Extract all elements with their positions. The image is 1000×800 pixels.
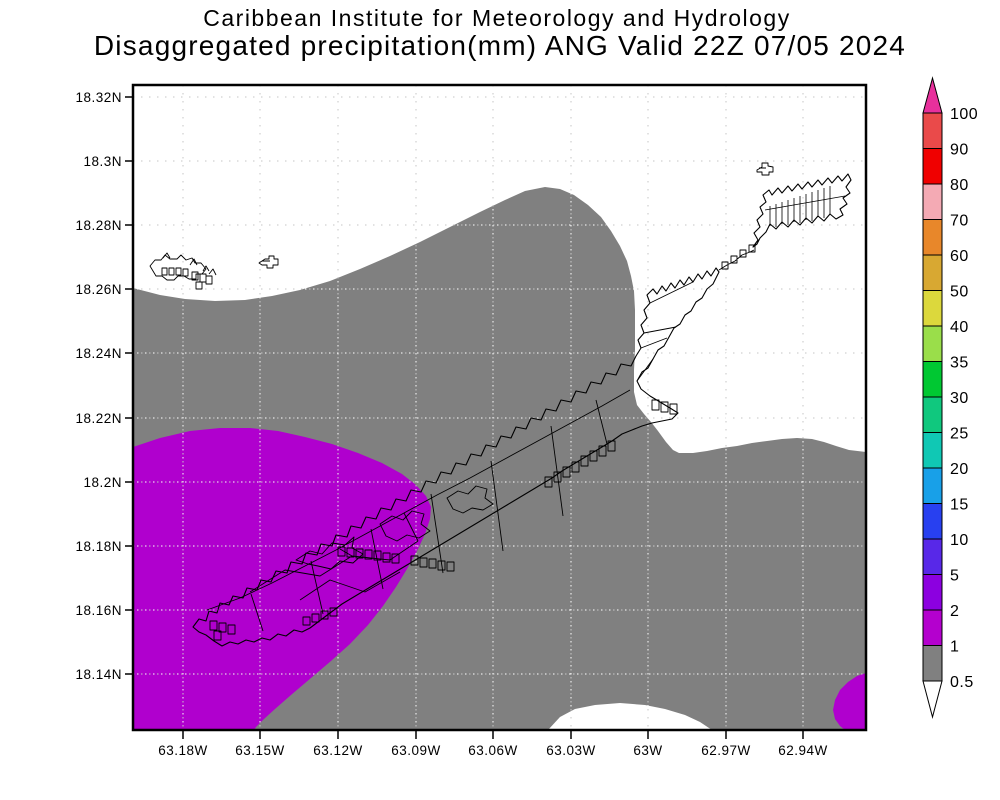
colorbar-label: 15 bbox=[950, 497, 969, 514]
lon-label: 62.94W bbox=[778, 743, 828, 758]
latitude-tick-marks bbox=[125, 96, 133, 675]
lat-label: 18.2N bbox=[83, 475, 122, 490]
scrub-island-district-hatch bbox=[764, 186, 846, 227]
map-frame bbox=[131, 83, 868, 732]
lat-label: 18.24N bbox=[75, 346, 122, 361]
lat-label: 18.18N bbox=[75, 539, 122, 554]
lat-label: 18.22N bbox=[75, 411, 122, 426]
colorbar-segment bbox=[922, 361, 943, 398]
colorbar-label: 10 bbox=[950, 532, 969, 549]
small-cay-outline bbox=[258, 255, 279, 269]
colorbar-segment bbox=[922, 396, 943, 433]
colorbar-label: 20 bbox=[950, 461, 969, 478]
colorbar-segment bbox=[922, 148, 943, 185]
colorbar-segment bbox=[922, 467, 943, 504]
colorbar-label: 0.5 bbox=[950, 674, 974, 691]
lon-label: 62.97W bbox=[701, 743, 751, 758]
colorbar-segment bbox=[922, 609, 943, 646]
lon-label: 63.09W bbox=[391, 743, 441, 758]
colorbar-segment bbox=[922, 432, 943, 469]
lon-label: 63.03W bbox=[546, 743, 596, 758]
colorbar-label: 30 bbox=[950, 390, 969, 407]
colorbar-segment bbox=[922, 645, 943, 682]
lat-label: 18.32N bbox=[75, 90, 122, 105]
colorbar-segment bbox=[922, 574, 943, 611]
lat-label: 18.16N bbox=[75, 603, 122, 618]
colorbar-label: 100 bbox=[950, 106, 978, 123]
west-end-parish-outlines bbox=[295, 485, 494, 570]
colorbar: 100 90 80 70 60 50 40 35 30 25 20 15 10 … bbox=[922, 76, 978, 719]
white-low-precip-notch bbox=[548, 703, 712, 730]
colorbar-segment bbox=[922, 290, 943, 327]
colorbar-segment bbox=[922, 503, 943, 540]
lon-label: 63.15W bbox=[235, 743, 285, 758]
lat-label: 18.26N bbox=[75, 282, 122, 297]
colorbar-segment bbox=[922, 219, 943, 256]
northeast-chain-outline bbox=[718, 162, 774, 271]
dog-island-outline bbox=[149, 252, 217, 290]
district-boundary-lines bbox=[206, 281, 694, 632]
colorbar-label: 50 bbox=[950, 284, 969, 301]
lon-label: 63.06W bbox=[468, 743, 518, 758]
colorbar-segment bbox=[922, 112, 943, 149]
longitude-tick-marks bbox=[182, 730, 804, 739]
lon-label: 63.12W bbox=[313, 743, 363, 758]
coastal-district-boxes bbox=[209, 399, 678, 641]
lon-label: 63.18W bbox=[158, 743, 208, 758]
magenta-precip-region bbox=[133, 428, 431, 730]
magenta-corner-patch bbox=[833, 673, 866, 730]
lon-label: 63W bbox=[633, 743, 662, 758]
figure-title: Caribbean Institute for Meteorology and … bbox=[203, 5, 790, 31]
lat-label: 18.28N bbox=[75, 218, 122, 233]
colorbar-label: 70 bbox=[950, 213, 969, 230]
colorbar-label: 2 bbox=[950, 603, 959, 620]
figure-subtitle: Disaggregated precipitation(mm) ANG Vali… bbox=[94, 30, 906, 61]
colorbar-segment bbox=[922, 325, 943, 362]
colorbar-label: 25 bbox=[950, 426, 969, 443]
colorbar-segment bbox=[922, 254, 943, 291]
colorbar-label: 35 bbox=[950, 355, 969, 372]
lat-label: 18.14N bbox=[75, 667, 122, 682]
lat-label: 18.3N bbox=[83, 154, 122, 169]
colorbar-label: 90 bbox=[950, 142, 969, 159]
colorbar-label: 80 bbox=[950, 177, 969, 194]
colorbar-segment bbox=[922, 183, 943, 220]
colorbar-label: 40 bbox=[950, 319, 969, 336]
colorbar-label: 1 bbox=[950, 639, 959, 656]
colorbar-below-min-triangle bbox=[922, 680, 943, 719]
colorbar-label: 5 bbox=[950, 568, 959, 585]
colorbar-label: 60 bbox=[950, 248, 969, 265]
colorbar-segment bbox=[922, 538, 943, 575]
colorbar-above-max-arrow bbox=[922, 76, 943, 114]
